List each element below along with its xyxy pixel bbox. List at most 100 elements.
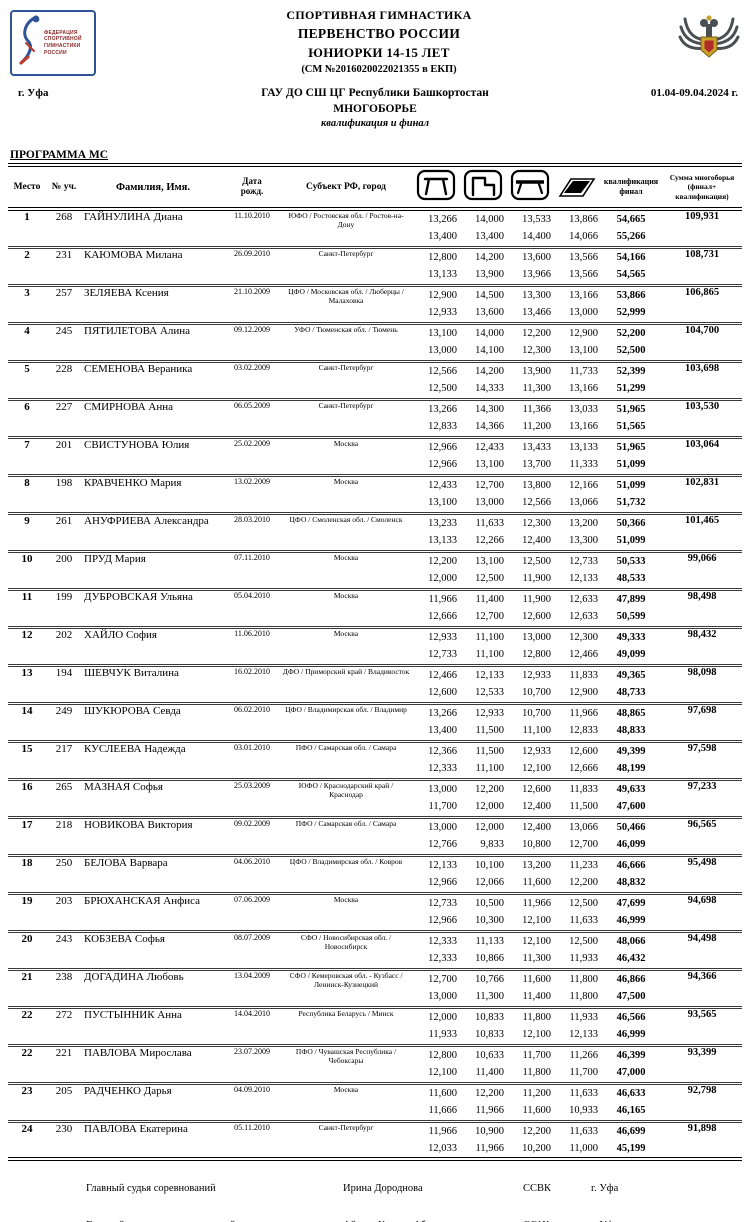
place-cell: 14: [8, 701, 46, 741]
dob-cell: 11.10.2010: [224, 207, 280, 247]
final-floor-score: 13,066: [569, 497, 598, 509]
qual-beam-score: 12,933: [506, 663, 553, 684]
final-floor-score: 12,633: [569, 611, 598, 623]
final-total: 48,833: [616, 725, 646, 737]
final-beam-score: 11,600: [522, 877, 552, 889]
region-cell: Санкт-Петербург: [280, 1119, 412, 1159]
all-around-sum: 96,565: [662, 815, 742, 855]
qual-vault-score: 12,366: [412, 739, 459, 760]
qual-beam-score: 12,100: [506, 929, 553, 950]
result-group: 1 268 ГАЙНУЛИНА Диана 11.10.2010 ЮФО / Р…: [8, 207, 742, 247]
result-group: 9 261 АНУФРИЕВА Александра 28.03.2010 ЦФ…: [8, 511, 742, 551]
region-cell: ДФО / Приморский край / Владивосток: [280, 663, 412, 703]
final-vault-score: 13,400: [428, 725, 457, 737]
results-table-header: Место № уч. Фамилия, Имя. Дата рожд. Суб…: [8, 165, 742, 211]
final-floor-score: 13,000: [569, 307, 598, 319]
name-cell: ПРУД Мария: [82, 549, 224, 589]
qual-floor-score: 11,633: [553, 1081, 600, 1102]
qual-bars-score: 11,100: [459, 625, 506, 646]
final-vault-score: 12,833: [428, 421, 457, 433]
qual-beam-score: 12,600: [506, 777, 553, 798]
final-total: 46,165: [616, 1105, 646, 1117]
bib-cell: 228: [46, 359, 82, 399]
qual-beam-score: 12,200: [506, 321, 553, 342]
all-around-sum: 94,498: [662, 929, 742, 969]
name-cell: СМИРНОВА Анна: [82, 397, 224, 437]
final-total: 51,099: [616, 459, 646, 471]
col-header-bib: № уч.: [46, 165, 82, 211]
final-total: 51,299: [616, 383, 646, 395]
qual-bars-score: 12,700: [459, 473, 506, 494]
qual-bars-score: 14,300: [459, 397, 506, 418]
region-cell: ЦФО / Московская обл. / Люберцы / Малахо…: [280, 283, 412, 323]
result-group: 6 227 СМИРНОВА Анна 06.05.2009 Санкт-Пет…: [8, 397, 742, 437]
floor-icon: [557, 169, 597, 206]
final-floor-score: 10,933: [569, 1105, 598, 1117]
all-around-sum: 97,233: [662, 777, 742, 817]
qual-vault-score: 12,333: [412, 929, 459, 950]
qual-total: 46,866: [600, 967, 662, 988]
final-bars-score: 12,700: [475, 611, 504, 623]
final-vault-score: 13,000: [428, 345, 457, 357]
qual-bars-score: 11,633: [459, 511, 506, 532]
result-group: 12 202 ХАЙЛО София 11.06.2010 Москва 12,…: [8, 625, 742, 665]
chief-secretary-label: Главный секретарь соревнований: [8, 1220, 343, 1222]
final-vault-score: 12,333: [428, 763, 457, 775]
qual-total: 46,633: [600, 1081, 662, 1102]
name-cell: ДОГАДИНА Любовь: [82, 967, 224, 1007]
dob-cell: 28.03.2010: [224, 511, 280, 551]
final-beam-score: 12,100: [522, 1029, 551, 1041]
qual-total: 49,633: [600, 777, 662, 798]
final-total: 46,099: [616, 839, 646, 851]
all-around-sum: 101,465: [662, 511, 742, 551]
final-total: 54,565: [616, 269, 646, 281]
final-total: 48,533: [616, 573, 646, 585]
region-cell: ЮФО / Краснодарский край / Краснодар: [280, 777, 412, 817]
place-cell: 22: [8, 1043, 46, 1083]
all-around-sum: 92,798: [662, 1081, 742, 1121]
result-group: 4 245 ПЯТИЛЕТОВА Алина 09.12.2009 УФО / …: [8, 321, 742, 361]
final-floor-score: 12,833: [569, 725, 598, 737]
final-beam-score: 13,466: [522, 307, 551, 319]
qual-bars-score: 14,200: [459, 359, 506, 380]
final-floor-score: 13,566: [569, 269, 598, 281]
qual-total: 50,466: [600, 815, 662, 836]
place-cell: 4: [8, 321, 46, 361]
final-total: 51,099: [616, 535, 646, 547]
bib-cell: 200: [46, 549, 82, 589]
event-stage: квалификация и финал: [320, 118, 430, 129]
qual-total: 49,399: [600, 739, 662, 760]
all-around-sum: 103,530: [662, 397, 742, 437]
qual-beam-score: 13,300: [506, 283, 553, 304]
name-cell: ШЕВЧУК Виталина: [82, 663, 224, 703]
qual-total: 46,399: [600, 1043, 662, 1064]
qual-beam-score: 11,200: [506, 1081, 553, 1102]
qual-total: 51,965: [600, 435, 662, 456]
qual-vault-score: 12,800: [412, 245, 459, 266]
result-group: 22 221 ПАВЛОВА Мирослава 23.07.2009 ПФО …: [8, 1043, 742, 1083]
all-around-sum: 93,565: [662, 1005, 742, 1045]
final-floor-score: 14,066: [569, 231, 598, 243]
final-vault-score: 12,000: [428, 573, 457, 585]
qual-vault-score: 11,966: [412, 587, 459, 608]
final-bars-score: 11,400: [475, 1067, 505, 1079]
qual-beam-score: 11,700: [506, 1043, 553, 1064]
qual-total: 51,965: [600, 397, 662, 418]
region-cell: ПФО / Чувашская Республика / Чебоксары: [280, 1043, 412, 1083]
final-floor-score: 11,633: [569, 915, 599, 927]
final-beam-score: 12,566: [522, 497, 551, 509]
qual-total: 52,399: [600, 359, 662, 380]
final-bars-score: 13,000: [475, 497, 504, 509]
bib-cell: 205: [46, 1081, 82, 1121]
final-beam-score: 12,100: [522, 915, 551, 927]
name-cell: КРАВЧЕНКО Мария: [82, 473, 224, 513]
dob-cell: 13.04.2009: [224, 967, 280, 1007]
qual-bars-score: 12,200: [459, 1081, 506, 1102]
place-cell: 11: [8, 587, 46, 627]
qual-beam-score: 11,366: [506, 397, 553, 418]
place-cell: 15: [8, 739, 46, 779]
bib-cell: 268: [46, 207, 82, 247]
title-ekp-number: (СМ №2016020022021355 в ЕКП): [301, 64, 457, 75]
final-total: 47,600: [616, 801, 646, 813]
qual-total: 52,200: [600, 321, 662, 342]
